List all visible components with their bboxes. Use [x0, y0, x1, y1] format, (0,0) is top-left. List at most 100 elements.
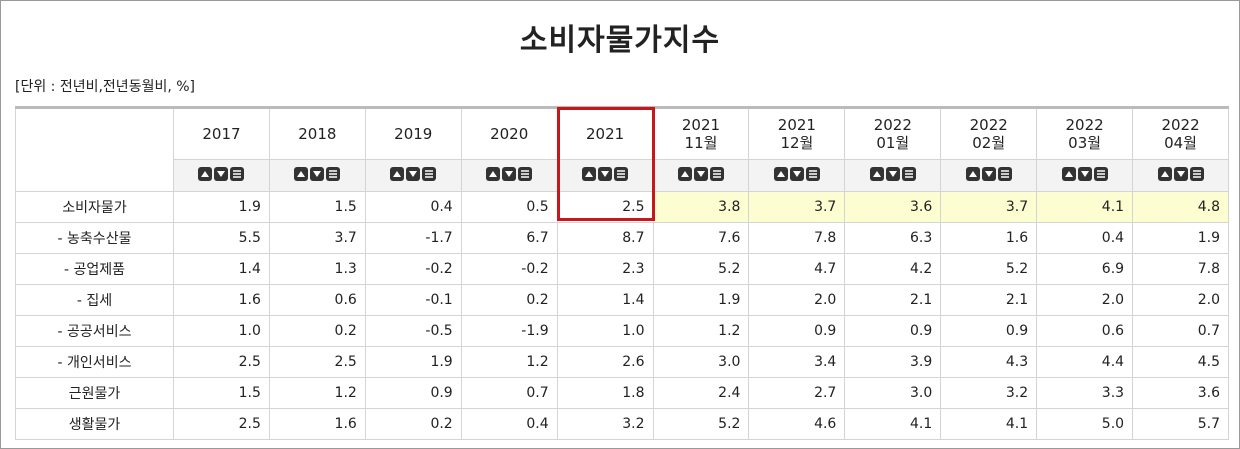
sort-icons[interactable] — [677, 166, 724, 185]
cell: 6.9 — [1036, 253, 1134, 285]
data-row: - 공업제품 1.4 1.3 -0.2 -0.2 2.3 5.2 4.7 4.2 5.2 6.9 7.… — [15, 253, 1229, 285]
cell: 1.9 — [173, 191, 270, 223]
cell: 7.6 — [652, 222, 750, 254]
cell: 0.9 — [364, 377, 462, 409]
cell: 1.9 — [1132, 222, 1229, 254]
cell: 3.7 — [268, 222, 366, 254]
cell: 3.6 — [1132, 377, 1229, 409]
cell: 1.2 — [460, 346, 558, 378]
cell: 2.3 — [556, 253, 654, 285]
sort-controls — [364, 159, 462, 192]
column-header: 2021 11월 — [652, 107, 750, 160]
cell: 4.3 — [940, 346, 1038, 378]
header-line: 2021 — [777, 116, 816, 134]
cell: 0.6 — [268, 284, 366, 316]
data-row: - 집세 1.6 0.6 -0.1 0.2 1.4 1.9 2.0 2.1 2.1 2.0 2.0 — [15, 284, 1229, 316]
column-header: 2022 03월 — [1036, 107, 1134, 160]
cell: 2.0 — [1132, 284, 1229, 316]
sort-controls — [268, 159, 366, 192]
sort-icons[interactable] — [773, 166, 820, 185]
header-line: 2021 — [681, 116, 721, 134]
cell: 4.1 — [1036, 191, 1134, 223]
cell: 8.7 — [556, 222, 654, 254]
cell: 3.8 — [652, 191, 750, 223]
cell: 3.2 — [940, 377, 1038, 409]
data-row: - 농축수산물 5.5 3.7 -1.7 6.7 8.7 7.6 7.8 6.3 1.6 0.4 1.… — [15, 222, 1229, 254]
header-row: 2017 2018 2019 2020 2021 2021 11월 2021 12월 2022 01… — [15, 107, 1229, 192]
cell: 5.2 — [652, 253, 750, 285]
header-line: 2017 — [202, 125, 241, 143]
cell: 0.9 — [940, 315, 1038, 347]
cell: 3.9 — [844, 346, 942, 378]
cell: 7.8 — [748, 222, 846, 254]
cell: 4.7 — [748, 253, 846, 285]
sort-icons[interactable] — [582, 166, 629, 185]
cell: 2.6 — [556, 346, 654, 378]
row-label: - 집세 — [15, 284, 174, 316]
cell: 3.3 — [1036, 377, 1134, 409]
header-line: 2022 — [1161, 116, 1200, 134]
cell: 1.9 — [364, 346, 462, 378]
cell: 1.3 — [268, 253, 366, 285]
column-header: 2021 — [556, 107, 654, 160]
cell: -0.1 — [364, 284, 462, 316]
cell: 0.5 — [460, 191, 558, 223]
header-line: 03월 — [1068, 134, 1102, 152]
cell: 5.5 — [173, 222, 270, 254]
cell: 3.7 — [940, 191, 1038, 223]
data-row: 근원물가 1.5 1.2 0.9 0.7 1.8 2.4 2.7 3.0 3.2 3.3 3.6 — [15, 377, 1229, 409]
cell: 1.2 — [652, 315, 750, 347]
column-header: 2021 12월 — [748, 107, 846, 160]
cell: 0.4 — [460, 408, 558, 440]
header-line: 2022 — [1065, 116, 1104, 134]
sort-icons[interactable] — [965, 166, 1012, 185]
data-row: 소비자물가 1.9 1.5 0.4 0.5 2.5 3.8 3.7 3.6 3.7 4.1 4.8 — [15, 191, 1229, 223]
icons — [16, 159, 1229, 192]
row-label: 생활물가 — [15, 408, 174, 440]
header-line: 2020 — [490, 125, 529, 143]
cell: 2.1 — [940, 284, 1038, 316]
column-header: 2022 01월 — [844, 107, 942, 160]
cell: 3.2 — [556, 408, 654, 440]
cell: 7.8 — [1132, 253, 1229, 285]
corner-cell — [15, 107, 174, 192]
cell: 2.0 — [1036, 284, 1134, 316]
sort-icons[interactable] — [1061, 166, 1108, 185]
title: 소비자물가지수 — [519, 23, 721, 58]
cell: 1.2 — [268, 377, 366, 409]
cell: 1.4 — [556, 284, 654, 316]
cell: -0.2 — [460, 253, 558, 285]
cell: 2.7 — [748, 377, 846, 409]
sort-icons[interactable] — [869, 166, 916, 185]
sort-icons[interactable] — [390, 166, 437, 185]
column-header: 2022 04월 — [1132, 107, 1229, 160]
cell: 1.4 — [173, 253, 270, 285]
cell: 4.1 — [844, 408, 942, 440]
header-line: 2022 — [969, 116, 1008, 134]
cell: 5.2 — [652, 408, 750, 440]
row-label: - 공업제품 — [15, 253, 174, 285]
header-line: 2022 — [873, 116, 912, 134]
column-header: 2018 — [268, 107, 366, 160]
sort-icons[interactable] — [1157, 166, 1204, 185]
row-label: 소비자물가 — [15, 191, 174, 223]
cell: 0.4 — [364, 191, 462, 223]
cell: -0.2 — [364, 253, 462, 285]
cell: -1.9 — [460, 315, 558, 347]
cell: 5.0 — [1036, 408, 1134, 440]
unit-note: [단위 : 전년비,전년동월비, %] — [15, 79, 195, 95]
sort-icons[interactable] — [486, 166, 533, 185]
cell: 0.2 — [268, 315, 366, 347]
sort-controls — [748, 159, 846, 192]
sort-controls — [940, 159, 1038, 192]
cell: 0.2 — [364, 408, 462, 440]
row-label: - 농축수산물 — [15, 222, 174, 254]
row-label: - 개인서비스 — [15, 346, 174, 378]
cell: 4.2 — [844, 253, 942, 285]
cell: 2.0 — [748, 284, 846, 316]
sort-icons[interactable] — [198, 166, 245, 185]
cell: 2.5 — [173, 346, 270, 378]
data-row: 생활물가 2.5 1.6 0.2 0.4 3.2 5.2 4.6 4.1 4.1 5.0 5.7 — [15, 408, 1229, 440]
sort-icons[interactable] — [294, 166, 341, 185]
column-header: 2020 — [460, 107, 558, 160]
